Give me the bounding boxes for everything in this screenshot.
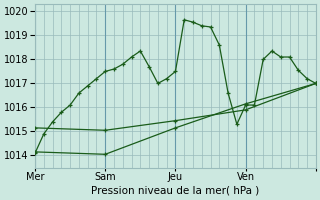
X-axis label: Pression niveau de la mer( hPa ): Pression niveau de la mer( hPa ) bbox=[91, 186, 260, 196]
